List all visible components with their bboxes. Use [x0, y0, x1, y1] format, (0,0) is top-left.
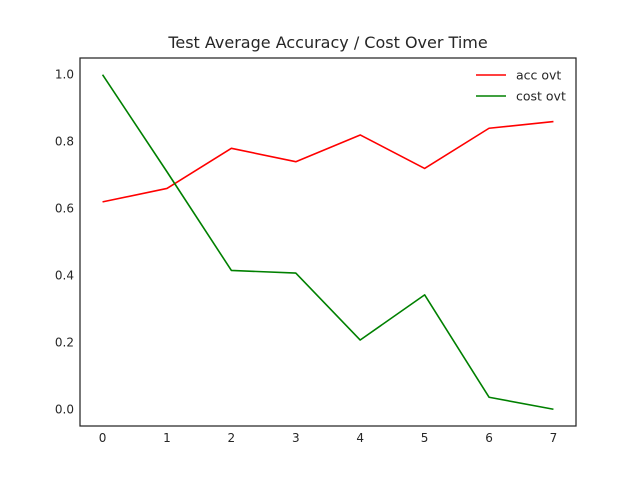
chart-title: Test Average Accuracy / Cost Over Time: [167, 33, 487, 52]
x-tick-label: 4: [356, 431, 364, 445]
legend-label: acc ovt: [516, 68, 561, 83]
x-tick-label: 5: [421, 431, 429, 445]
series-line-cost-ovt: [101, 74, 554, 411]
y-tick-label: 0.8: [55, 135, 74, 149]
x-tick-label: 6: [485, 431, 493, 445]
y-tick-label: 0.0: [55, 402, 74, 416]
y-tick-label: 1.0: [55, 68, 74, 82]
y-tick-label: 0.4: [55, 268, 74, 282]
plot-area-frame: [79, 57, 577, 427]
series-line-acc-ovt: [102, 120, 554, 203]
legend-label: cost ovt: [516, 89, 566, 104]
x-tick-label: 3: [292, 431, 300, 445]
x-tick-label: 2: [228, 431, 236, 445]
series-lines: [101, 74, 554, 411]
y-axis-ticks: 0.0 0.2 0.4 0.6 0.8 1.0: [55, 68, 74, 417]
legend: acc ovt cost ovt: [476, 68, 566, 104]
x-tick-label: 7: [550, 431, 558, 445]
x-tick-label: 0: [99, 431, 107, 445]
y-tick-label: 0.6: [55, 202, 74, 216]
x-axis-ticks: 0 1 2 3 4 5 6 7: [99, 431, 558, 445]
x-tick-label: 1: [163, 431, 171, 445]
legend-item: acc ovt: [476, 68, 561, 83]
y-tick-label: 0.2: [55, 335, 74, 349]
legend-item: cost ovt: [476, 89, 566, 104]
